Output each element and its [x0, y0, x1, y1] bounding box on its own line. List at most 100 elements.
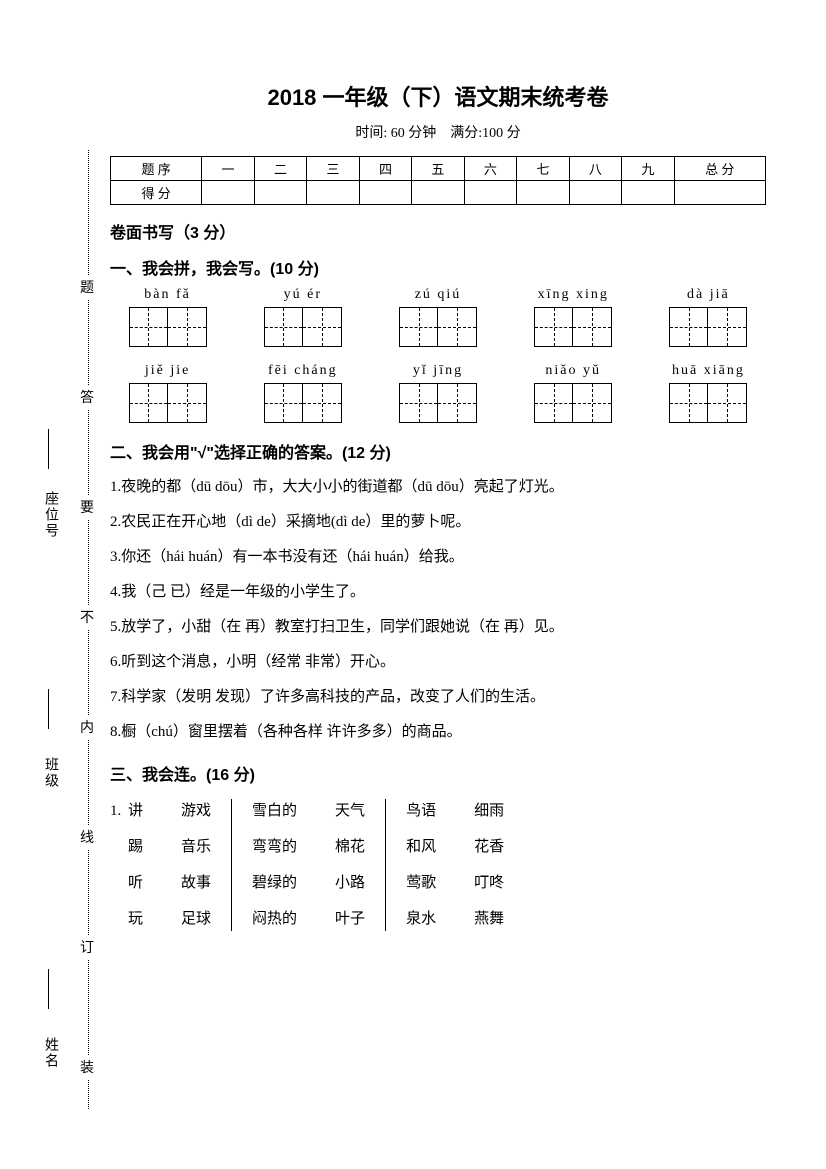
pinyin: fēi cháng	[245, 363, 360, 379]
th: 六	[464, 157, 516, 181]
th: 四	[359, 157, 411, 181]
match-col: 游戏 音乐 故事 足球	[181, 793, 211, 937]
pinyin: yú ér	[245, 287, 360, 303]
td[interactable]	[517, 181, 569, 205]
match-item: 踢	[128, 829, 143, 865]
match-item: 棉花	[335, 829, 365, 865]
match-item: 燕舞	[474, 901, 504, 937]
question-item: 1.夜晚的都（dū dōu）市，大大小小的街道都（dū dōu）亮起了灯光。	[110, 471, 766, 504]
td[interactable]	[254, 181, 306, 205]
match-item: 天气	[335, 793, 365, 829]
th: 七	[517, 157, 569, 181]
td[interactable]	[569, 181, 621, 205]
pinyin: jiě jie	[110, 363, 225, 379]
handwriting-head: 卷面书写（3 分）	[110, 219, 766, 243]
side-char: 答	[80, 385, 94, 409]
page-subtitle: 时间: 60 分钟 满分:100 分	[110, 122, 766, 142]
tianzige[interactable]	[264, 383, 342, 423]
match-item: 闷热的	[252, 901, 297, 937]
match-item: 莺歌	[406, 865, 436, 901]
match-item: 音乐	[181, 829, 211, 865]
side-char: 要	[80, 495, 94, 519]
blank-seat	[48, 429, 88, 469]
match-item: 玩	[128, 901, 143, 937]
tianzige[interactable]	[534, 307, 612, 347]
matching-exercise: 1. 讲 踢 听 玩 游戏 音乐 故事 足球 雪白的 弯弯的 碧绿的 闷热的 天…	[110, 793, 766, 937]
tianzige[interactable]	[129, 307, 207, 347]
pinyin: dà jiā	[651, 287, 766, 303]
td[interactable]	[464, 181, 516, 205]
question-item: 8.橱（chú）窗里摆着（各种各样 许许多多）的商品。	[110, 716, 766, 749]
match-col: 天气 棉花 小路 叶子	[335, 793, 365, 937]
pinyin: huā xiāng	[651, 363, 766, 379]
pinyin-block: yǐ jīng	[380, 363, 495, 427]
tianzige[interactable]	[669, 383, 747, 423]
side-label-seat: 座位号	[40, 491, 60, 539]
divider	[385, 799, 386, 931]
section-2-head: 二、我会用"√"选择正确的答案。(12 分)	[110, 439, 766, 463]
td[interactable]	[412, 181, 464, 205]
match-item: 游戏	[181, 793, 211, 829]
match-item: 雪白的	[252, 793, 297, 829]
side-char: 题	[80, 275, 94, 299]
td[interactable]	[359, 181, 411, 205]
match-col: 雪白的 弯弯的 碧绿的 闷热的	[252, 793, 297, 937]
td[interactable]	[307, 181, 359, 205]
table-row: 题 序 一 二 三 四 五 六 七 八 九 总 分	[111, 157, 766, 181]
side-label-class: 班级	[40, 757, 60, 789]
tianzige[interactable]	[669, 307, 747, 347]
match-item: 碧绿的	[252, 865, 297, 901]
pinyin: zú qiú	[380, 287, 495, 303]
question-item: 7.科学家（发明 发现）了许多高科技的产品，改变了人们的生活。	[110, 681, 766, 714]
pinyin-block: bàn fǎ	[110, 287, 225, 351]
match-item: 故事	[181, 865, 211, 901]
td: 得 分	[111, 181, 202, 205]
match-item: 叮咚	[474, 865, 504, 901]
divider	[231, 799, 232, 931]
match-col: 鸟语 和风 莺歌 泉水	[406, 793, 436, 937]
pinyin-block: dà jiā	[651, 287, 766, 351]
question-list: 1.夜晚的都（dū dōu）市，大大小小的街道都（dū dōu）亮起了灯光。 2…	[110, 471, 766, 749]
tianzige[interactable]	[129, 383, 207, 423]
question-item: 6.听到这个消息，小明（经常 非常）开心。	[110, 646, 766, 679]
tianzige[interactable]	[399, 307, 477, 347]
match-item: 讲	[128, 793, 143, 829]
th: 一	[202, 157, 254, 181]
section-3-head: 三、我会连。(16 分)	[110, 761, 766, 785]
th: 二	[254, 157, 306, 181]
pinyin-block: jiě jie	[110, 363, 225, 427]
match-group-3: 鸟语 和风 莺歌 泉水 细雨 花香 叮咚 燕舞	[406, 793, 504, 937]
match-col: 讲 踢 听 玩	[128, 793, 143, 937]
question-item: 3.你还（hái huán）有一本书没有还（hái huán）给我。	[110, 541, 766, 574]
question-item: 4.我（己 已）经是一年级的小学生了。	[110, 576, 766, 609]
td[interactable]	[674, 181, 765, 205]
th: 五	[412, 157, 464, 181]
side-char: 内	[80, 715, 94, 739]
tianzige[interactable]	[399, 383, 477, 423]
match-item: 听	[128, 865, 143, 901]
section-1-head: 一、我会拼，我会写。(10 分)	[110, 255, 766, 279]
th: 三	[307, 157, 359, 181]
side-char: 不	[80, 605, 94, 629]
side-char: 线	[80, 825, 94, 849]
side-char: 订	[80, 935, 94, 959]
pinyin-block: fēi cháng	[245, 363, 360, 427]
match-item: 花香	[474, 829, 504, 865]
blank-name	[48, 969, 88, 1009]
pinyin-block: xīng xing	[516, 287, 631, 351]
question-item: 5.放学了，小甜（在 再）教室打扫卫生，同学们跟她说（在 再）见。	[110, 611, 766, 644]
pinyin: yǐ jīng	[380, 363, 495, 379]
th: 总 分	[674, 157, 765, 181]
tianzige[interactable]	[534, 383, 612, 423]
pinyin-row-1: bàn fǎ yú ér zú qiú xīng xing dà jiā	[110, 287, 766, 351]
td[interactable]	[202, 181, 254, 205]
td[interactable]	[622, 181, 674, 205]
pinyin-block: yú ér	[245, 287, 360, 351]
match-item: 和风	[406, 829, 436, 865]
match-item: 细雨	[474, 793, 504, 829]
pinyin-row-2: jiě jie fēi cháng yǐ jīng niǎo yǔ huā xi…	[110, 363, 766, 427]
side-label-name: 姓名	[40, 1037, 60, 1069]
binding-margin: 姓名 班级 座位号 装 订 线 内 不 要 答 题	[50, 150, 100, 1109]
match-col: 细雨 花香 叮咚 燕舞	[474, 793, 504, 937]
tianzige[interactable]	[264, 307, 342, 347]
